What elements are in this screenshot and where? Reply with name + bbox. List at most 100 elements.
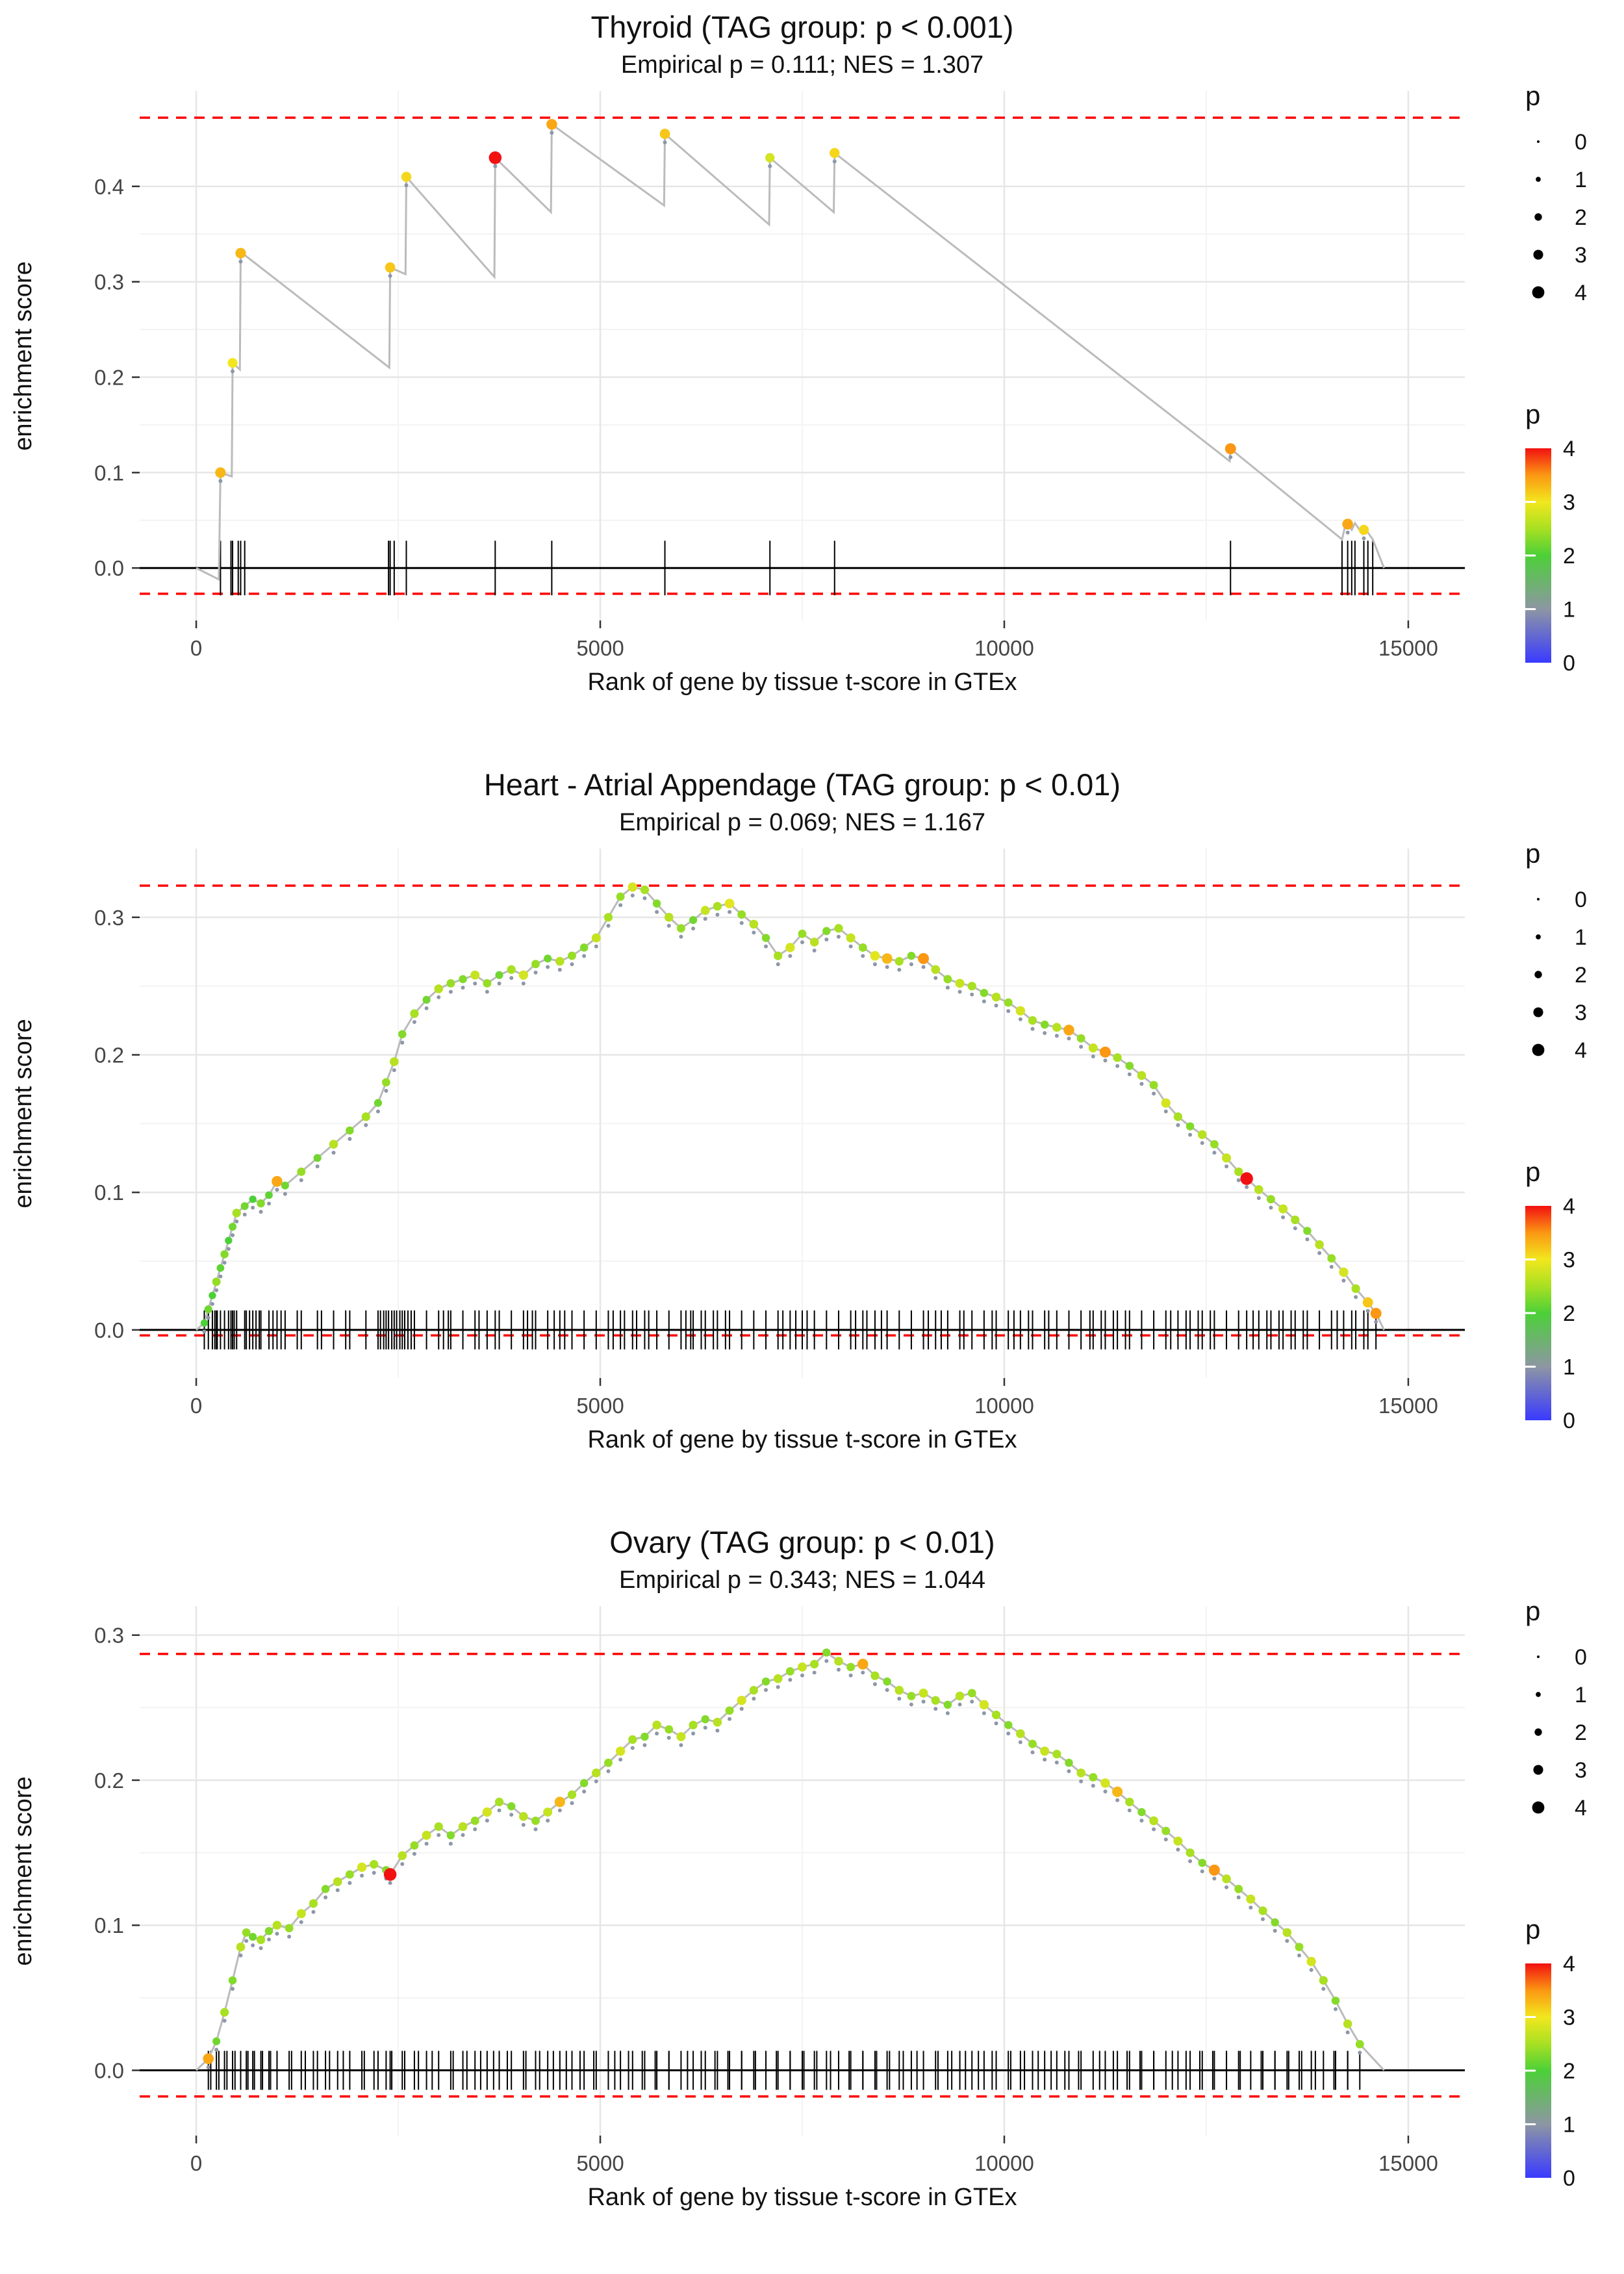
size-legend-dot [1533, 249, 1543, 260]
gene-dot [1186, 1122, 1195, 1131]
gene-dot [374, 1099, 383, 1107]
gene-dot [858, 943, 867, 952]
gene-dot [955, 1691, 965, 1701]
gene-dot [967, 982, 976, 991]
gene-dot-shadow [557, 1808, 562, 1813]
gene-dot-shadow [1054, 1760, 1059, 1765]
size-legend-title: p [1525, 838, 1540, 869]
gene-dot-shadow [299, 1920, 303, 1924]
gene-dot [1015, 1006, 1026, 1016]
gene-dot [272, 1175, 283, 1187]
gene-dot-shadow [437, 1833, 441, 1837]
gene-dot [235, 248, 246, 259]
gene-dot-shadow [824, 938, 829, 942]
x-tick-label: 0 [190, 1394, 202, 1418]
gene-dot-shadow [1329, 1264, 1334, 1269]
gene-dot-shadow [1362, 536, 1366, 541]
gene-dot-shadow [521, 1822, 526, 1827]
size-legend-label: 3 [1575, 1001, 1587, 1025]
gene-dot [272, 1921, 282, 1930]
gene-dot [422, 1830, 431, 1840]
gene-dot-shadow [1163, 1109, 1168, 1114]
gene-dot-shadow [679, 1743, 683, 1747]
gene-dot-shadow [666, 1735, 671, 1740]
gene-dot-shadow [267, 1937, 272, 1942]
gene-dot [603, 913, 613, 922]
gene-dot-shadow [570, 962, 574, 967]
gene-dot-shadow [606, 923, 611, 928]
ovary-enrichment-panel: Ovary (TAG group: p < 0.01) Empirical p … [10, 1525, 1587, 2211]
gene-dot [919, 1688, 928, 1698]
gene-dot [459, 975, 467, 984]
gene-dot [701, 1715, 709, 1724]
gene-dot-shadow [231, 1233, 235, 1238]
gene-dot-shadow [1224, 1164, 1229, 1169]
gene-dot [664, 913, 674, 922]
gene-dot [713, 902, 722, 911]
gene-dot-shadow [1067, 1769, 1071, 1774]
gene-dot [1186, 1848, 1195, 1858]
gene-dot [1278, 1204, 1288, 1214]
gene-dot [555, 956, 565, 966]
gene-dot-shadow [392, 1068, 396, 1073]
gene-dot [313, 1154, 322, 1162]
gene-dot [798, 929, 807, 938]
gene-dot [809, 938, 819, 947]
gene-dot-shadow [945, 986, 950, 990]
gene-dot-shadow [1163, 1837, 1168, 1842]
gene-dot [1358, 524, 1369, 535]
gene-dot-shadow [958, 990, 962, 994]
gene-dot-shadow [259, 1946, 263, 1950]
y-tick-label: 0.3 [94, 1624, 124, 1648]
gene-dot-shadow [360, 1873, 364, 1878]
gene-dot-shadow [331, 1151, 336, 1155]
gene-dot [1240, 1172, 1253, 1185]
gene-dot-shadow [728, 910, 732, 914]
gene-dot-shadow [485, 1819, 489, 1823]
gene-dot-shadow [242, 1212, 247, 1217]
gene-dot [737, 1695, 746, 1706]
gene-dot-shadow [1317, 1251, 1322, 1255]
x-axis-title: Rank of gene by tissue t-score in GTEx [587, 1426, 1017, 1453]
gene-dot [1343, 2019, 1352, 2028]
gene-dot [834, 924, 843, 933]
gene-dot-shadow [251, 1205, 255, 1210]
gene-dot-shadow [618, 903, 623, 908]
gene-dot [398, 1851, 407, 1860]
gene-dot-shadow [832, 159, 837, 164]
gene-dot-shadow [1079, 1779, 1084, 1783]
gene-dot [543, 1808, 553, 1817]
gene-dot [894, 956, 904, 966]
gene-dot-shadow [1152, 1827, 1156, 1832]
gene-dot-shadow [1212, 1876, 1217, 1881]
gene-dot-shadow [550, 131, 554, 135]
gene-dot-shadow [1281, 1215, 1286, 1220]
gene-dot [591, 933, 601, 943]
y-tick-label: 0.0 [94, 2059, 124, 2083]
gene-dot-shadow [404, 183, 409, 188]
gene-dot-shadow [1256, 1195, 1261, 1200]
gene-dot [665, 1725, 674, 1734]
gene-dot [1319, 1976, 1328, 1985]
plot-area: 0 5000 10000 15000 0.0 0.1 0.2 0.3 [94, 1606, 1465, 2175]
heart-atrial-appendage-enrichment-panel: Heart - Atrial Appendage (TAG group: p <… [10, 767, 1587, 1453]
gene-dot-shadow [437, 995, 441, 999]
gene-dot-shadow [238, 1953, 243, 1958]
gene-dot-shadow [1365, 1309, 1370, 1313]
gene-dot-shadow [412, 1852, 416, 1856]
gene-dot [991, 1710, 1001, 1720]
gene-dot [1370, 1308, 1382, 1319]
gene-dot-shadow [521, 981, 526, 986]
gene-dot-shadow [768, 164, 772, 168]
gene-dot [1197, 1130, 1207, 1140]
color-legend-label: 4 [1563, 1194, 1575, 1219]
gene-dot [410, 1009, 419, 1018]
gene-dot [1362, 1297, 1373, 1308]
gene-dot [774, 951, 783, 960]
gene-dot [857, 1659, 869, 1670]
thyroid-enrichment-panel: Thyroid (TAG group: p < 0.001) Empirical… [10, 10, 1587, 696]
panel-subtitle: Empirical p = 0.069; NES = 1.167 [619, 809, 985, 836]
size-legend-title: p [1525, 81, 1540, 111]
gene-dot [381, 1078, 390, 1087]
gene-dot-shadow [982, 1711, 986, 1715]
